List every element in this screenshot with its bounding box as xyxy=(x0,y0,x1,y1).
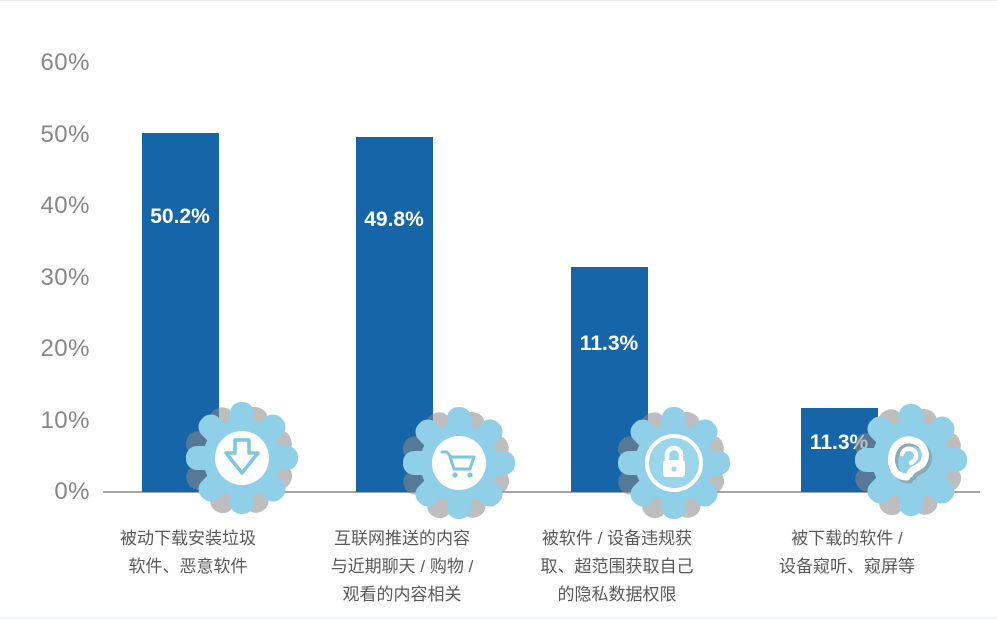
bar: 49.8% xyxy=(355,136,433,492)
category-label: 互联网推送的内容 与近期聊天 / 购物 / 观看的内容相关 xyxy=(292,525,512,609)
bar-value-label: 11.3% xyxy=(579,331,639,355)
bar-value-label: 49.8% xyxy=(364,207,424,231)
download-icon xyxy=(215,431,269,485)
y-axis-tick-label: 20% xyxy=(40,335,90,362)
category-label: 被动下载安装垃圾 软件、恶意软件 xyxy=(78,525,298,581)
category-label: 被软件 / 设备违规获 取、超范围获取自己 的隐私数据权限 xyxy=(507,525,727,609)
lock-icon xyxy=(645,434,703,492)
y-axis-tick-label: 40% xyxy=(40,192,90,219)
category-label-line: 软件、恶意软件 xyxy=(128,557,248,576)
x-axis-baseline xyxy=(103,491,980,493)
category-label-line: 被软件 / 设备违规获 xyxy=(541,529,693,548)
category-label-line: 与近期聊天 / 购物 / xyxy=(330,557,474,576)
y-axis-tick-label: 0% xyxy=(54,478,90,505)
category-label-line: 被下载的软件 / xyxy=(791,529,903,548)
category-label-line: 观看的内容相关 xyxy=(342,585,462,604)
y-axis-tick-label: 10% xyxy=(40,406,90,434)
bar-value-label: 11.3% xyxy=(809,431,869,455)
bar: 50.2% xyxy=(141,133,219,492)
y-axis-tick-label: 30% xyxy=(40,263,90,291)
ear-icon xyxy=(888,436,932,484)
bar-value-label: 50.2% xyxy=(150,205,210,229)
category-label: 被下载的软件 / 设备窥听、窥屏等 xyxy=(737,525,957,581)
shopping-cart-icon xyxy=(432,436,486,490)
category-label-line: 的隐私数据权限 xyxy=(557,585,677,604)
category-label-line: 设备窥听、窥屏等 xyxy=(779,557,915,576)
y-axis-tick-label: 60% xyxy=(40,49,90,76)
y-axis-tick-label: 50% xyxy=(40,120,90,148)
bar: 11.3% xyxy=(800,408,878,492)
bar: 11.3% xyxy=(570,266,648,492)
category-label-line: 被动下载安装垃圾 xyxy=(120,529,256,548)
category-label-line: 取、超范围获取自己 xyxy=(540,557,694,576)
category-label-line: 互联网推送的内容 xyxy=(334,529,470,548)
